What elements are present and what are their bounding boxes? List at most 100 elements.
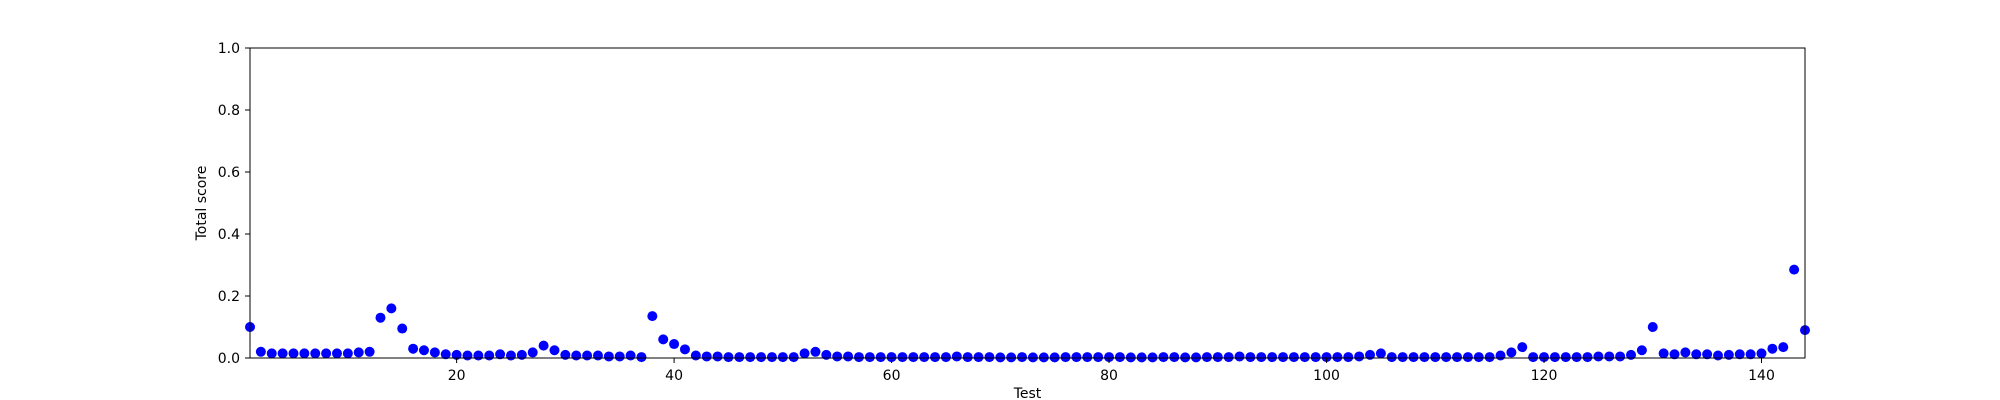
data-point — [810, 346, 821, 357]
data-point — [1528, 352, 1539, 363]
data-point — [886, 352, 897, 363]
data-point — [1278, 352, 1289, 363]
data-point — [1604, 351, 1615, 362]
data-point — [1397, 352, 1408, 363]
data-point — [1462, 352, 1473, 363]
data-point — [1060, 352, 1071, 363]
data-point — [1093, 352, 1104, 363]
data-point — [766, 352, 777, 363]
data-point — [658, 334, 669, 345]
data-point — [353, 347, 364, 358]
data-point — [516, 349, 527, 360]
data-point — [1256, 352, 1267, 363]
x-tick-label: 120 — [1531, 368, 1558, 384]
data-point — [1365, 349, 1376, 360]
data-point — [1386, 352, 1397, 363]
data-point — [995, 352, 1006, 363]
data-point — [1756, 348, 1767, 359]
data-point — [473, 350, 484, 361]
data-point — [408, 343, 419, 354]
data-point — [636, 352, 647, 363]
data-points — [245, 264, 1810, 363]
data-point — [484, 350, 495, 361]
data-point — [549, 345, 560, 356]
data-point — [951, 351, 962, 362]
data-point — [288, 348, 299, 359]
data-point — [1169, 352, 1180, 363]
data-point — [342, 348, 353, 359]
y-axis: 0.0 0.2 0.4 0.6 0.8 1.0 — [218, 41, 250, 367]
data-point — [527, 347, 538, 358]
data-point — [788, 352, 799, 363]
data-point — [331, 348, 342, 359]
data-point — [1484, 352, 1495, 363]
data-point — [1288, 352, 1299, 363]
data-point — [919, 352, 930, 363]
data-point — [1408, 352, 1419, 363]
x-tick-label: 100 — [1313, 368, 1340, 384]
data-point — [495, 349, 506, 360]
data-point — [1734, 349, 1745, 360]
data-point — [1310, 352, 1321, 363]
x-tick-label: 80 — [1100, 368, 1118, 384]
data-point — [962, 352, 973, 363]
data-point — [821, 349, 832, 360]
data-point — [1549, 352, 1560, 363]
y-tick-label: 0.0 — [218, 351, 240, 367]
data-point — [1452, 352, 1463, 363]
x-axis: 20 40 60 80 100 120 140 — [448, 358, 1775, 384]
data-point — [1419, 352, 1430, 363]
data-point — [1778, 342, 1789, 353]
data-point — [1506, 347, 1517, 358]
y-tick-label: 0.6 — [218, 165, 240, 181]
data-point — [875, 352, 886, 363]
data-point — [908, 352, 919, 363]
data-point — [1571, 352, 1582, 363]
data-point — [440, 349, 451, 360]
data-point — [1593, 351, 1604, 362]
data-point — [429, 347, 440, 358]
data-point — [1201, 352, 1212, 363]
data-point — [1441, 352, 1452, 363]
data-point — [1430, 352, 1441, 363]
data-point — [1267, 352, 1278, 363]
data-point — [1125, 352, 1136, 363]
data-point — [1180, 352, 1191, 363]
data-point — [712, 351, 723, 362]
data-point — [1375, 348, 1386, 359]
data-point — [940, 352, 951, 363]
data-point — [745, 352, 756, 363]
data-point — [1006, 352, 1017, 363]
data-point — [756, 352, 767, 363]
data-point — [505, 350, 516, 361]
data-point — [397, 323, 408, 334]
data-point — [1212, 352, 1223, 363]
y-tick-label: 1.0 — [218, 41, 240, 57]
data-point — [364, 346, 375, 357]
data-point — [669, 339, 680, 350]
data-point — [1723, 349, 1734, 360]
data-point — [1114, 352, 1125, 363]
data-point — [451, 349, 462, 360]
data-point — [843, 351, 854, 362]
data-point — [1517, 342, 1528, 353]
data-point — [1343, 352, 1354, 363]
data-point — [1223, 352, 1234, 363]
data-point — [1038, 352, 1049, 363]
data-point — [1082, 352, 1093, 363]
data-point — [777, 352, 788, 363]
data-point — [1680, 347, 1691, 358]
data-point — [1136, 352, 1147, 363]
data-point — [375, 312, 386, 323]
data-point — [1495, 350, 1506, 361]
data-point — [853, 352, 864, 363]
data-point — [1354, 351, 1365, 362]
data-point — [1017, 352, 1028, 363]
data-point — [1582, 352, 1593, 363]
data-point — [1473, 352, 1484, 363]
data-point — [1767, 343, 1778, 354]
data-point — [277, 348, 288, 359]
data-point — [266, 348, 277, 359]
data-point — [571, 350, 582, 361]
